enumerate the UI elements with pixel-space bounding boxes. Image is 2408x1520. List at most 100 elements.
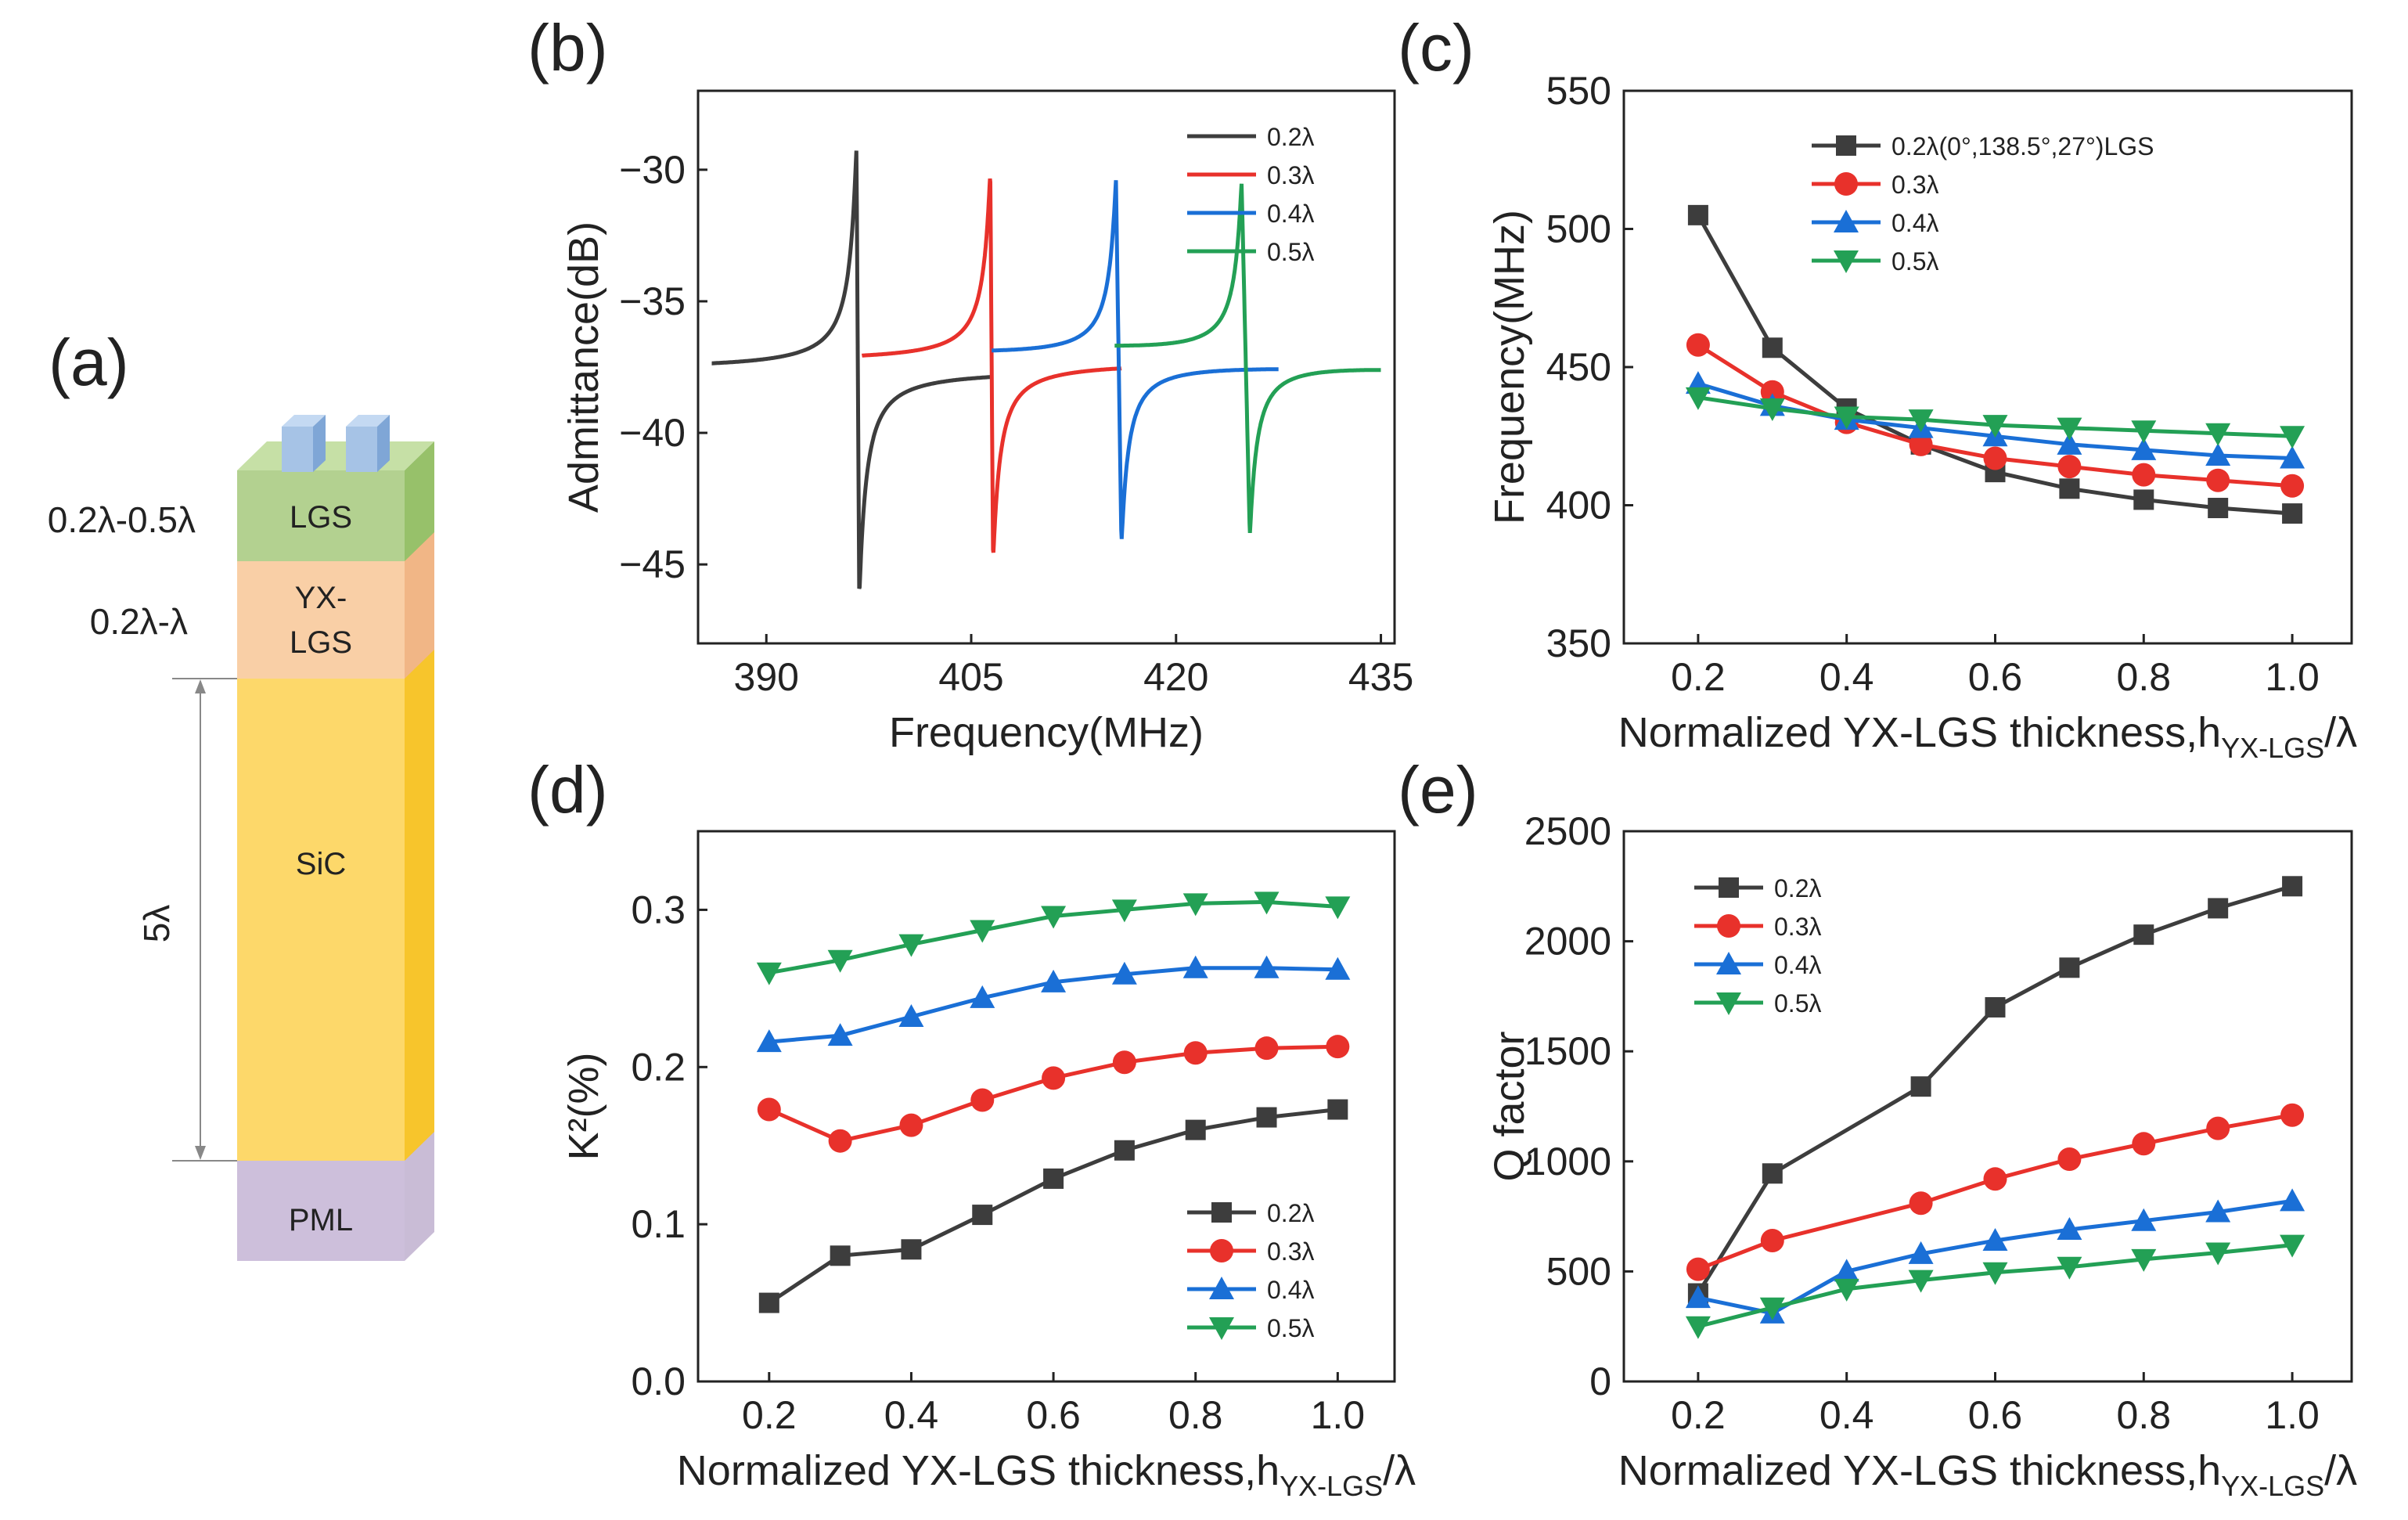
x-axis-label-main: Frequency(MHz) <box>889 709 1204 756</box>
y-tick-label: 0.2 <box>631 1045 686 1089</box>
x-tick-label: 0.8 <box>2117 1393 2172 1437</box>
data-point-0.2λ-1 <box>2282 876 2303 897</box>
x-tick-label: 0.4 <box>1819 1393 1874 1437</box>
data-point-0.3λ-0.2 <box>1686 333 1710 357</box>
data-point-0.4λ-0.8 <box>2131 1208 2157 1231</box>
data-point-0.5λ-0.8 <box>1182 893 1208 917</box>
data-point-0.4λ-0.9 <box>1254 955 1280 978</box>
y-tick-label: 0.3 <box>631 888 686 931</box>
data-point-0.3λ-0.6 <box>1983 1167 2007 1191</box>
legend-label: 0.4λ <box>1774 951 1821 979</box>
data-point-0.3λ-0.7 <box>1112 1050 1136 1075</box>
data-point-0.2λ-1 <box>1327 1099 1348 1120</box>
legend-marker <box>1834 210 1859 232</box>
data-point-0.3λ-0.2 <box>1686 1257 1710 1281</box>
legend-label: 0.3λ <box>1267 1237 1314 1266</box>
x-tick-label: 0.6 <box>1968 655 2023 699</box>
data-point-0.4λ-0.8 <box>2131 437 2157 460</box>
data-point-0.5λ-0.4 <box>898 934 924 957</box>
x-tick-label: 0.6 <box>1968 1393 2023 1437</box>
data-point-0.5λ-0.2 <box>1685 1316 1711 1339</box>
data-point-0.4λ-1 <box>2280 1188 2305 1212</box>
legend-label: 0.3λ <box>1774 913 1821 941</box>
legend-label: 0.5λ <box>1891 247 1938 276</box>
panel-c-frequency: 0.2 0.4 0.6 0.8 1.0 350 400 450 500 550 Normalized… <box>1486 69 2357 764</box>
data-point-0.2λ(0°,138.5°,27°)LGS-0.3 <box>1762 337 1783 358</box>
legend-label: 0.5λ <box>1267 1314 1314 1342</box>
data-point-0.3λ-0.8 <box>1183 1041 1208 1065</box>
x-axis-label: Normalized YX-LGS thickness,hYX-LGS/λ <box>1618 709 2357 764</box>
legend-marker <box>1716 952 1741 974</box>
data-point-0.3λ-0.6 <box>1042 1066 1066 1090</box>
data-point-0.3λ-0.8 <box>2132 463 2156 487</box>
x-axis-label-tail: /λ <box>1383 1447 1416 1494</box>
layer-stack-schematic: LGS YX- LGS SiC PML 0.2λ-0.5λ 0.2λ-λ 5λ <box>48 415 434 1261</box>
data-point-0.2λ-0.3 <box>830 1245 851 1266</box>
plot-frame <box>696 830 1396 1383</box>
legend-marker <box>1834 172 1858 196</box>
data-point-0.4λ-0.7 <box>2057 1216 2082 1240</box>
data-point-0.3λ-0.3 <box>828 1129 852 1153</box>
legend-marker <box>1717 914 1740 938</box>
x-axis-label-sub: YX-LGS <box>1280 1470 1383 1502</box>
data-point-0.2λ-0.3 <box>1762 1163 1783 1184</box>
x-axis-label: Normalized YX-LGS thickness,hYX-LGS/λ <box>1618 1447 2357 1502</box>
data-point-0.5λ-0.6 <box>1982 415 2008 438</box>
x-tick-label: 420 <box>1143 655 1208 699</box>
data-point-0.4λ-0.8 <box>1182 955 1208 978</box>
electrode-right <box>346 415 390 472</box>
y-tick-label: 550 <box>1546 69 1611 113</box>
data-point-0.5λ-0.4 <box>1834 406 1859 430</box>
legend-label: 0.2λ <box>1267 123 1314 151</box>
plot-frame <box>1622 830 2353 1383</box>
legend-marker <box>1834 250 1859 273</box>
data-point-0.4λ-0.5 <box>1908 1241 1934 1264</box>
data-point-0.3λ-1 <box>1326 1035 1350 1059</box>
layer-pml <box>237 1161 405 1261</box>
layer-name-yx: YX- <box>295 581 347 615</box>
data-point-0.3λ-0.4 <box>899 1113 923 1137</box>
data-point-0.4λ-0.9 <box>2205 442 2231 466</box>
legend-marker <box>1719 877 1739 898</box>
data-point-0.2λ-0.7 <box>2059 957 2080 978</box>
dim-arrow-up <box>195 679 206 693</box>
legend-label: 0.4λ <box>1267 1276 1314 1304</box>
data-point-0.5λ-0.8 <box>2131 420 2157 444</box>
data-point-0.4λ-0.6 <box>1982 1228 2008 1252</box>
data-point-0.5λ-0.7 <box>1111 899 1137 923</box>
data-point-0.2λ-0.2 <box>758 1292 779 1313</box>
plot-frame <box>696 89 1396 645</box>
data-point-0.5λ-1 <box>1325 896 1351 920</box>
x-tick-label: 405 <box>938 655 1003 699</box>
data-point-0.5λ-0.6 <box>1982 1262 2008 1285</box>
legend-label: 0.5λ <box>1774 989 1821 1018</box>
sic-side-face <box>405 621 434 1161</box>
panel-label-a: (a) <box>49 326 129 399</box>
legend-label: 0.2λ(0°,138.5°,27°)LGS <box>1891 132 2154 160</box>
series-line-0.3λ <box>768 1044 1338 1144</box>
data-point-0.3λ-0.2 <box>757 1097 781 1122</box>
data-point-0.4λ-0.2 <box>1685 1285 1711 1309</box>
x-axis-label-main: Normalized YX-LGS thickness,h <box>1618 709 2221 756</box>
legend-label: 0.3λ <box>1891 171 1938 199</box>
x-axis-label-sub: YX-LGS <box>2221 732 2324 764</box>
data-point-0.3λ-0.7 <box>2057 455 2082 479</box>
data-point-0.3λ-1 <box>2280 1103 2305 1127</box>
panel-e-q-factor: 0.2 0.4 0.6 0.8 1.0 0 500 1000 1500 2000 2500 Norma… <box>1486 809 2357 1502</box>
y-tick-label: −30 <box>619 148 686 192</box>
x-tick-label: 435 <box>1348 655 1413 699</box>
layer-lgs <box>237 470 405 561</box>
data-point-0.5λ-1 <box>2280 426 2305 449</box>
legend-label: 0.4λ <box>1267 200 1314 228</box>
layer-sic <box>237 679 405 1161</box>
data-point-0.3λ-0.5 <box>1909 432 1933 456</box>
x-tick-label: 0.2 <box>1671 655 1726 699</box>
data-point-0.4λ-0.4 <box>898 1004 924 1028</box>
data-point-0.3λ-0.9 <box>1254 1036 1279 1061</box>
layer-yx-lgs <box>237 561 405 679</box>
data-point-0.4λ-0.2 <box>756 1029 782 1053</box>
y-tick-label: 0 <box>1589 1360 1611 1403</box>
x-axis-label: Frequency(MHz) <box>889 709 1204 756</box>
series-line-0.4λ <box>1697 1198 2293 1316</box>
series-line-0.2λ <box>711 150 992 589</box>
